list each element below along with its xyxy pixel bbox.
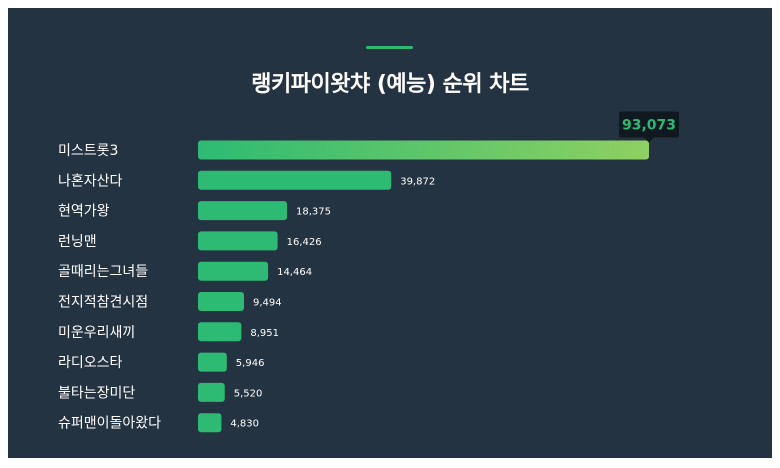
category-label: 라디오스타 <box>58 355 123 371</box>
bar <box>198 352 227 372</box>
bar <box>198 140 649 160</box>
bar <box>198 413 222 433</box>
category-label: 런닝맨 <box>58 234 97 250</box>
value-label: 5,946 <box>236 358 265 369</box>
category-label: 나혼자산다 <box>58 173 123 189</box>
chart-card: 랭키파이왓챠 (예능) 순위 차트 미스트롯3 93,073 나혼자산다 39,872… <box>8 8 772 458</box>
value-label: 39,872 <box>400 176 435 187</box>
category-label: 현역가왕 <box>58 204 110 220</box>
bar-chart: 미스트롯3 93,073 나혼자산다 39,872 현역가왕 18,375 런닝맨 16,42… <box>58 111 679 433</box>
bar <box>198 322 242 342</box>
category-label: 불타는장미단 <box>58 385 135 401</box>
category-label: 골때리는그녀들 <box>58 264 148 280</box>
value-callout-pointer <box>644 137 654 143</box>
bar <box>198 382 225 402</box>
value-label: 16,426 <box>287 237 322 248</box>
bar <box>198 201 288 221</box>
category-label: 미스트롯3 <box>58 143 118 159</box>
value-label: 9,494 <box>253 298 282 309</box>
category-label: 슈퍼맨이돌아왔다 <box>58 416 161 432</box>
bars-layer: 미스트롯3 93,073 나혼자산다 39,872 현역가왕 18,375 런닝맨 16,42… <box>58 111 679 433</box>
category-label: 미운우리새끼 <box>58 325 135 341</box>
bar <box>198 231 278 251</box>
value-callout-box <box>619 111 679 138</box>
bar <box>198 261 269 281</box>
value-label: 5,520 <box>234 388 263 399</box>
bar <box>198 292 245 311</box>
value-label: 93,073 <box>622 118 676 134</box>
value-label: 18,375 <box>296 207 331 218</box>
bar <box>198 170 392 190</box>
category-label: 전지적참견시점 <box>58 295 148 311</box>
value-label: 8,951 <box>250 328 279 339</box>
value-label: 4,830 <box>230 419 259 430</box>
title-accent-bar <box>366 46 413 49</box>
value-label: 14,464 <box>277 267 312 278</box>
chart-title: 랭키파이왓챠 (예능) 순위 차트 <box>251 72 529 97</box>
